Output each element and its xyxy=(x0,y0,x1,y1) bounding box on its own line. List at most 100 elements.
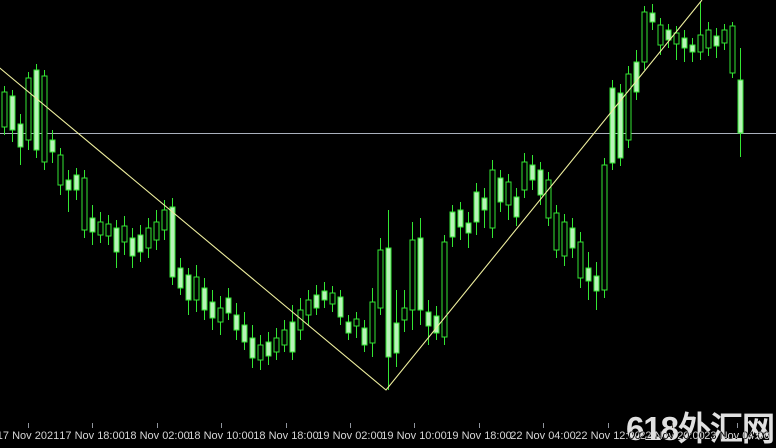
candle xyxy=(409,222,416,330)
candle xyxy=(177,258,184,295)
candle xyxy=(529,155,536,190)
price-chart[interactable] xyxy=(0,0,776,420)
candle xyxy=(441,235,448,345)
axis-label: 17 Nov 18:00 xyxy=(59,430,125,442)
axis-tick xyxy=(286,423,287,428)
axis-tick xyxy=(479,423,480,428)
candle xyxy=(1,86,8,135)
candle xyxy=(481,188,488,228)
candle xyxy=(593,262,600,310)
candle xyxy=(337,290,344,325)
candle xyxy=(137,225,144,262)
axis-tick xyxy=(221,423,222,428)
candle xyxy=(513,188,520,226)
candle xyxy=(81,170,88,238)
candle xyxy=(49,130,56,163)
candle xyxy=(401,290,408,332)
candle xyxy=(201,278,208,320)
candle xyxy=(57,148,64,195)
candle xyxy=(633,50,640,100)
candle xyxy=(193,265,200,312)
candle xyxy=(353,312,360,338)
candle xyxy=(601,158,608,298)
candle xyxy=(617,84,624,166)
candle xyxy=(657,18,664,55)
candle xyxy=(89,205,96,245)
candle xyxy=(465,212,472,248)
candle xyxy=(225,288,232,320)
axis-label: 18 Nov 10:00 xyxy=(188,430,254,442)
candle xyxy=(313,285,320,315)
candle xyxy=(281,320,288,352)
candle xyxy=(697,2,704,60)
candle xyxy=(41,70,48,170)
axis-label: 22 Nov 04:00 xyxy=(510,430,576,442)
candle xyxy=(553,205,560,258)
candle xyxy=(145,218,152,258)
candle xyxy=(369,288,376,357)
candle xyxy=(265,332,272,365)
candle xyxy=(345,315,352,340)
candle xyxy=(561,214,568,266)
candle xyxy=(713,28,720,58)
axis-tick xyxy=(608,423,609,428)
candle xyxy=(289,305,296,360)
candle xyxy=(473,183,480,235)
candle xyxy=(489,160,496,238)
candle xyxy=(649,4,656,30)
axis-tick xyxy=(92,423,93,428)
axis-label: 18 Nov 18:00 xyxy=(253,430,319,442)
axis-tick xyxy=(28,423,29,428)
candle xyxy=(393,290,400,367)
axis-tick xyxy=(157,423,158,428)
candle xyxy=(329,286,336,312)
candle xyxy=(609,80,616,170)
candle xyxy=(577,232,584,288)
zigzag-line xyxy=(0,0,703,391)
candle xyxy=(537,162,544,205)
candles-layer xyxy=(1,2,744,390)
candle xyxy=(273,328,280,360)
candle xyxy=(569,218,576,258)
axis-label: 19 Nov 10:00 xyxy=(381,430,447,442)
axis-label: 23 Nov 04:00 xyxy=(704,430,770,442)
candle xyxy=(665,24,672,48)
candle xyxy=(721,24,728,50)
candle xyxy=(729,22,736,78)
candle xyxy=(457,202,464,240)
candle xyxy=(217,296,224,335)
axis-tick xyxy=(350,423,351,428)
candle xyxy=(161,200,168,240)
candle xyxy=(625,66,632,148)
axis-label: 19 Nov 02:00 xyxy=(317,430,383,442)
candle xyxy=(121,216,128,255)
candle xyxy=(361,320,368,352)
candle xyxy=(641,6,648,70)
candle xyxy=(233,303,240,340)
candle xyxy=(9,90,16,142)
candle xyxy=(585,252,592,300)
candle xyxy=(449,205,456,247)
candle xyxy=(737,48,744,157)
candle xyxy=(417,218,424,325)
candle xyxy=(705,22,712,56)
axis-label: 18 Nov 02:00 xyxy=(124,430,190,442)
candle xyxy=(257,335,264,370)
axis-tick xyxy=(672,423,673,428)
candle xyxy=(681,30,688,62)
axis-tick xyxy=(543,423,544,428)
candle xyxy=(113,220,120,268)
axis-label: 19 Nov 18:00 xyxy=(446,430,512,442)
candle xyxy=(249,325,256,368)
candle xyxy=(321,282,328,308)
axis-tick xyxy=(737,423,738,428)
candle xyxy=(241,312,248,350)
candle xyxy=(209,290,216,330)
candle xyxy=(545,172,552,226)
candle xyxy=(73,168,80,200)
candle xyxy=(689,38,696,62)
candle xyxy=(505,174,512,220)
candle xyxy=(377,238,384,315)
candle xyxy=(105,215,112,245)
